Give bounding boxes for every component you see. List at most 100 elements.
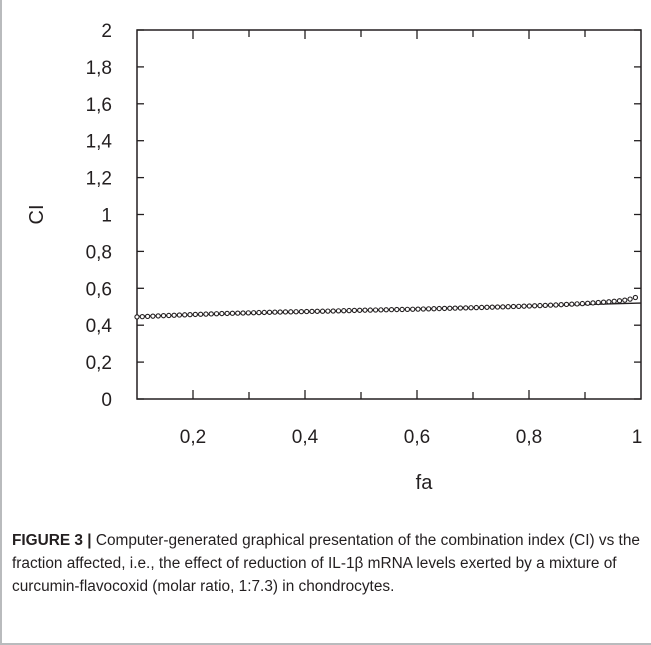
data-point [372, 307, 379, 313]
data-point [457, 305, 464, 311]
y-tick-label: 1 [101, 206, 112, 227]
data-point [574, 301, 580, 307]
data-point [553, 302, 559, 308]
data-point [463, 305, 469, 311]
x-tick-labels: 0,2 0,4 0,6 0,8 1 [180, 427, 643, 448]
data-point [542, 302, 548, 309]
data-point [224, 310, 230, 317]
data-point [208, 311, 214, 317]
data-point [282, 309, 289, 315]
data-point [357, 307, 363, 313]
data-point [203, 311, 209, 317]
data-point [431, 306, 437, 312]
data-point [526, 303, 533, 309]
data-point [616, 298, 623, 304]
y-axis-title: CI [26, 205, 48, 225]
y-tick-label: 1,2 [86, 169, 112, 190]
data-point [595, 299, 601, 306]
data-point [563, 301, 570, 308]
data-point [298, 308, 305, 315]
data-point [410, 306, 416, 312]
figure-caption: FIGURE 3 | Computer-generated graphical … [12, 529, 642, 598]
data-point [171, 312, 177, 318]
data-point [346, 307, 352, 314]
data-point [579, 300, 586, 307]
data-point [319, 308, 326, 314]
data-point [250, 310, 257, 316]
data-point [611, 298, 617, 304]
data-point [558, 302, 564, 308]
y-tick-label: 0,6 [86, 279, 112, 300]
data-point [351, 307, 358, 314]
data-point [341, 308, 347, 314]
data-point [362, 307, 368, 313]
data-point [187, 311, 193, 318]
data-point [293, 309, 299, 315]
data-point [197, 311, 204, 317]
data-point [394, 306, 400, 313]
data-point [537, 302, 543, 309]
data-point [547, 302, 554, 308]
data-points [134, 294, 639, 320]
data-point [569, 301, 575, 307]
data-point [182, 312, 188, 318]
data-point [176, 312, 183, 318]
data-point [484, 304, 490, 310]
data-point [441, 305, 448, 312]
y-tick-label: 2 [101, 21, 112, 42]
data-point [213, 311, 220, 317]
data-point [335, 308, 342, 314]
data-point [500, 304, 506, 310]
data-point [622, 297, 628, 303]
y-tick-label: 1,8 [86, 58, 112, 79]
data-point [516, 303, 522, 309]
data-point [330, 308, 336, 314]
data-point [473, 304, 479, 311]
tick-marks [137, 29, 641, 400]
data-point [627, 296, 633, 302]
data-point [155, 313, 161, 319]
data-point [494, 304, 501, 310]
y-tick-label: 0,2 [86, 353, 112, 374]
data-point [192, 311, 198, 318]
data-point [134, 314, 140, 320]
data-point [383, 307, 389, 313]
data-point [240, 310, 246, 316]
data-point [452, 305, 458, 311]
y-tick-label: 1,4 [86, 132, 113, 153]
data-point [590, 300, 596, 306]
data-point [436, 305, 442, 312]
data-point [367, 307, 373, 313]
y-tick-labels: 0 0,2 0,4 0,6 0,8 1 1,2 1,4 1,6 1,8 2 [86, 21, 113, 411]
data-point [144, 313, 151, 320]
y-tick-label: 0,8 [86, 242, 112, 263]
x-tick-label: 0,6 [404, 427, 430, 448]
data-point [261, 309, 267, 316]
x-tick-label: 1 [632, 427, 643, 448]
data-point [277, 309, 283, 315]
data-point [505, 304, 511, 310]
data-point [235, 310, 241, 316]
y-tick-label: 0,4 [86, 316, 113, 337]
data-point [632, 294, 639, 301]
data-point [399, 306, 405, 313]
ci-chart: 0 0,2 0,4 0,6 0,8 1 1,2 1,4 1,6 1,8 2 0,2 0,4 0,6 0,8… [26, 21, 643, 494]
caption-text: Computer-generated graphical presentatio… [12, 532, 640, 595]
data-point [304, 308, 310, 315]
y-tick-label: 1,6 [86, 95, 112, 116]
data-point [489, 304, 495, 310]
data-point [447, 305, 453, 311]
data-point [266, 309, 273, 315]
data-point [404, 306, 411, 312]
data-point [309, 308, 315, 315]
x-tick-label: 0,4 [292, 427, 319, 448]
data-point [425, 306, 432, 312]
data-point [510, 303, 517, 310]
data-point [288, 309, 294, 315]
data-point [606, 299, 612, 305]
data-point [314, 308, 320, 314]
data-point [378, 307, 384, 313]
data-point [600, 299, 607, 305]
x-tick-label: 0,8 [516, 427, 542, 448]
